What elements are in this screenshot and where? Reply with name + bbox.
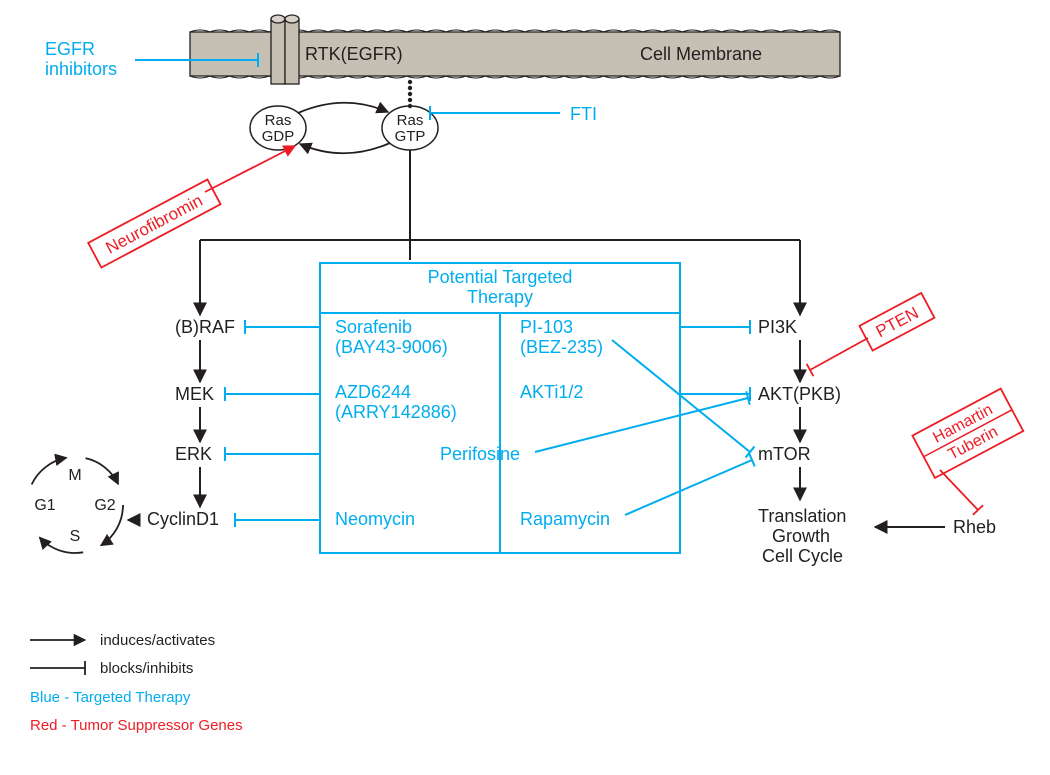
- akt-label: AKT(PKB): [758, 384, 841, 404]
- erk-label: ERK: [175, 444, 212, 464]
- egfr-inhibitors-label: EGFR: [45, 39, 95, 59]
- label: G1: [34, 497, 55, 514]
- cell-membrane-label: Cell Membrane: [640, 44, 762, 64]
- label: M: [68, 467, 81, 484]
- label: blocks/inhibits: [100, 660, 193, 677]
- label: (ARRY142886): [335, 402, 457, 422]
- mek-label: MEK: [175, 384, 214, 404]
- label: (BEZ-235): [520, 337, 603, 357]
- svg-text:Neurofibromin: Neurofibromin: [103, 191, 206, 258]
- label: Perifosine: [440, 444, 520, 464]
- label: Ras: [265, 112, 292, 129]
- rtk-label: RTK(EGFR): [305, 44, 403, 64]
- fti-label: FTI: [570, 104, 597, 124]
- mtor-label: mTOR: [758, 444, 811, 464]
- label: Neomycin: [335, 509, 415, 529]
- label: (BAY43-9006): [335, 337, 448, 357]
- pathway-diagram: EGFRinhibitorsRTK(EGFR)Cell MembraneRasG…: [0, 0, 1050, 775]
- label: GTP: [395, 128, 426, 145]
- label: GDP: [262, 128, 295, 145]
- label: G2: [94, 497, 115, 514]
- label: Potential Targeted: [428, 267, 573, 287]
- label: Growth: [772, 526, 830, 546]
- label: Cell Cycle: [762, 546, 843, 566]
- label: PI-103: [520, 317, 573, 337]
- label: Therapy: [467, 287, 533, 307]
- label: Sorafenib: [335, 317, 412, 337]
- label: AKTi1/2: [520, 382, 583, 402]
- label: S: [70, 528, 81, 545]
- translation-label: Translation: [758, 506, 846, 526]
- svg-text:PTEN: PTEN: [873, 303, 922, 341]
- label: inhibitors: [45, 59, 117, 79]
- rheb-label: Rheb: [953, 517, 996, 537]
- label: induces/activates: [100, 632, 215, 649]
- label: Rapamycin: [520, 509, 610, 529]
- raf-label: (B)RAF: [175, 317, 235, 337]
- pi3k-label: PI3K: [758, 317, 797, 337]
- cyclind1-label: CyclinD1: [147, 509, 219, 529]
- label: AZD6244: [335, 382, 411, 402]
- label: Red - Tumor Suppressor Genes: [30, 717, 243, 734]
- label: Ras: [397, 112, 424, 129]
- label: Blue - Targeted Therapy: [30, 689, 191, 706]
